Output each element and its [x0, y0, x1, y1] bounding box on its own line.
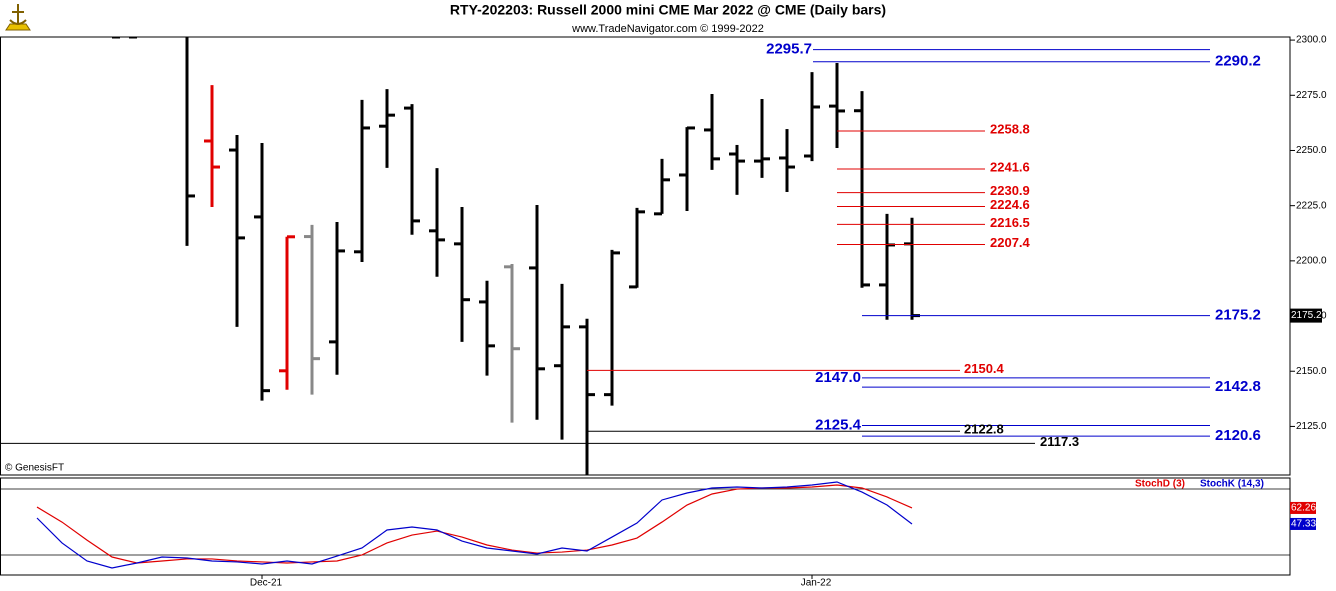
chart-subtitle: www.TradeNavigator.com © 1999-2022 — [571, 23, 764, 35]
level-label: 2147.0 — [815, 369, 861, 386]
y-tick-label: 2125.0 — [1296, 421, 1327, 432]
level-label: 2207.4 — [990, 235, 1031, 250]
price-panel — [112, 37, 920, 475]
stoch-last-box — [1290, 517, 1316, 530]
x-tick-label: Dec-21 — [250, 578, 283, 589]
stoch-line — [36, 481, 913, 569]
level-label: 2295.7 — [766, 41, 812, 58]
credit: © GenesisFT — [5, 463, 64, 474]
y-tick-label: 2225.0 — [1296, 200, 1327, 211]
level-label: 2142.8 — [1215, 378, 1261, 395]
last-price-box — [1290, 308, 1322, 323]
level-label: 2175.2 — [1215, 307, 1261, 324]
level-label: 2122.8 — [964, 422, 1004, 437]
level-label: 2120.6 — [1215, 427, 1261, 444]
level-label: 2290.2 — [1215, 53, 1261, 70]
price-frame — [0, 36, 1291, 476]
stoch-last-label: 62.26 — [1291, 503, 1316, 514]
legend-label: StochD (3) — [1135, 479, 1185, 490]
level-label: 2230.9 — [990, 183, 1030, 198]
level-label: 2125.4 — [815, 417, 862, 434]
last-price-label: 2175.2 — [1291, 310, 1322, 321]
y-tick-label: 2300.0 — [1296, 35, 1327, 46]
stoch-last-box — [1290, 501, 1316, 514]
logo — [5, 4, 31, 31]
stoch-panel — [36, 481, 913, 569]
level-label: 2224.6 — [990, 197, 1030, 212]
level-label: 2150.4 — [964, 361, 1005, 376]
y-tick-label: 2275.0 — [1296, 90, 1327, 101]
level-label: 2241.6 — [990, 159, 1030, 174]
level-label: 2258.8 — [990, 121, 1030, 136]
stoch-last-label: 47.33 — [1291, 519, 1316, 530]
level-label: 2216.5 — [990, 215, 1030, 230]
chart-title: RTY-202203: Russell 2000 mini CME Mar 20… — [450, 2, 886, 18]
y-tick-label: 2250.0 — [1296, 145, 1327, 156]
overlay: 2300.02275.02250.02225.02200.02175.02150… — [0, 35, 1327, 589]
y-tick-label: 2200.0 — [1296, 255, 1327, 266]
level-label: 2117.3 — [1040, 434, 1079, 449]
legend-label: StochK (14,3) — [1200, 479, 1264, 490]
x-tick-label: Jan-22 — [801, 578, 832, 589]
y-tick-label: 2150.0 — [1296, 366, 1327, 377]
